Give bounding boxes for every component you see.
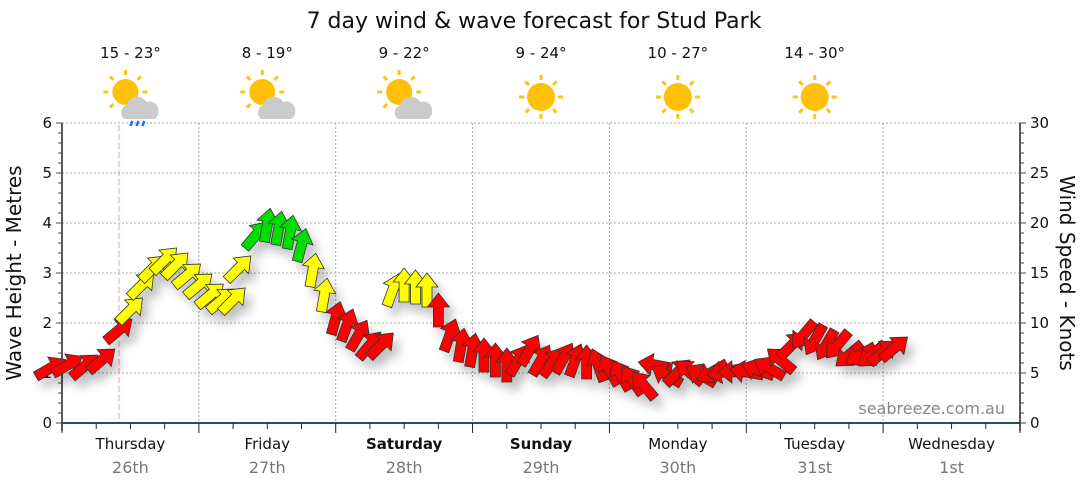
y-axis-left-label: Wave Height - Metres [2, 165, 26, 380]
tick-label-right: 10 [1030, 314, 1049, 332]
tick-label-right: 30 [1030, 114, 1049, 132]
chart-title: 7 day wind & wave forecast for Stud Park [307, 9, 762, 34]
temp-range: 10 - 27° [648, 44, 709, 62]
wind-arrows [32, 207, 909, 402]
wind-arrow-red [85, 348, 116, 376]
tick-label-right: 20 [1030, 214, 1049, 232]
day-date: 27th [249, 458, 286, 477]
weather-row: 15 - 23° 8 - 19° 9 - 22° 9 - 24° 10 - 27° 14 … [100, 44, 845, 127]
day-name: Sunday [510, 435, 573, 453]
wind-arrow-red [365, 332, 394, 362]
sun-icon [792, 75, 837, 119]
wind-arrow-green [290, 227, 314, 264]
day-labels: Thursday 26th Friday 27th Saturday 28th Sunday… [95, 435, 996, 477]
wind-arrow-red [877, 336, 909, 364]
tick-label-right: 5 [1030, 364, 1040, 382]
tick-label-right: 0 [1030, 414, 1040, 432]
day-name: Thursday [95, 435, 166, 453]
day-name: Saturday [366, 435, 443, 453]
day-date: 26th [112, 458, 149, 477]
day-date: 28th [386, 458, 423, 477]
temp-range: 14 - 30° [784, 44, 845, 62]
day-date: 31st [797, 458, 832, 477]
day-date: 30th [659, 458, 696, 477]
wind-arrow-green [278, 214, 303, 251]
tick-label-left: 5 [42, 164, 52, 182]
day-name: Friday [245, 435, 291, 453]
day-name: Wednesday [908, 435, 995, 453]
temp-range: 8 - 19° [242, 44, 293, 62]
tick-label-left: 2 [42, 314, 52, 332]
wind-arrow-yellow [114, 297, 143, 327]
sun-icon [519, 75, 563, 119]
wind-arrow-yellow [222, 255, 252, 285]
sun-cloud-icon [377, 70, 433, 119]
sun-cloud-rain-icon [103, 70, 159, 127]
tick-label-left: 6 [42, 114, 52, 132]
day-name: Tuesday [783, 435, 845, 453]
day-name: Monday [648, 435, 707, 453]
wind-arrow-red [632, 371, 659, 402]
temp-range: 9 - 22° [379, 44, 430, 62]
wind-arrow-yellow [301, 252, 325, 289]
tick-label-right: 25 [1030, 164, 1049, 182]
temp-range: 9 - 24° [515, 44, 566, 62]
grid [62, 122, 1021, 423]
day-date: 29th [523, 458, 560, 477]
tick-label-left: 3 [42, 264, 52, 282]
wind-arrow-red [102, 318, 133, 346]
tick-label-right: 15 [1030, 264, 1049, 282]
wind-arrow-yellow [216, 287, 246, 317]
axes: 0123456051015202530 [42, 114, 1049, 433]
tick-label-left: 0 [42, 414, 52, 432]
watermark: seabreeze.com.au [858, 399, 1005, 418]
day-date: 1st [939, 458, 964, 477]
y-axis-right-label: Wind Speed - Knots [1055, 175, 1079, 371]
temp-range: 15 - 23° [100, 44, 161, 62]
wind-arrow-yellow [313, 277, 337, 314]
wind-arrow-red [426, 292, 451, 328]
sun-icon [655, 75, 700, 119]
tick-label-left: 4 [42, 214, 52, 232]
sun-cloud-icon [240, 70, 296, 119]
